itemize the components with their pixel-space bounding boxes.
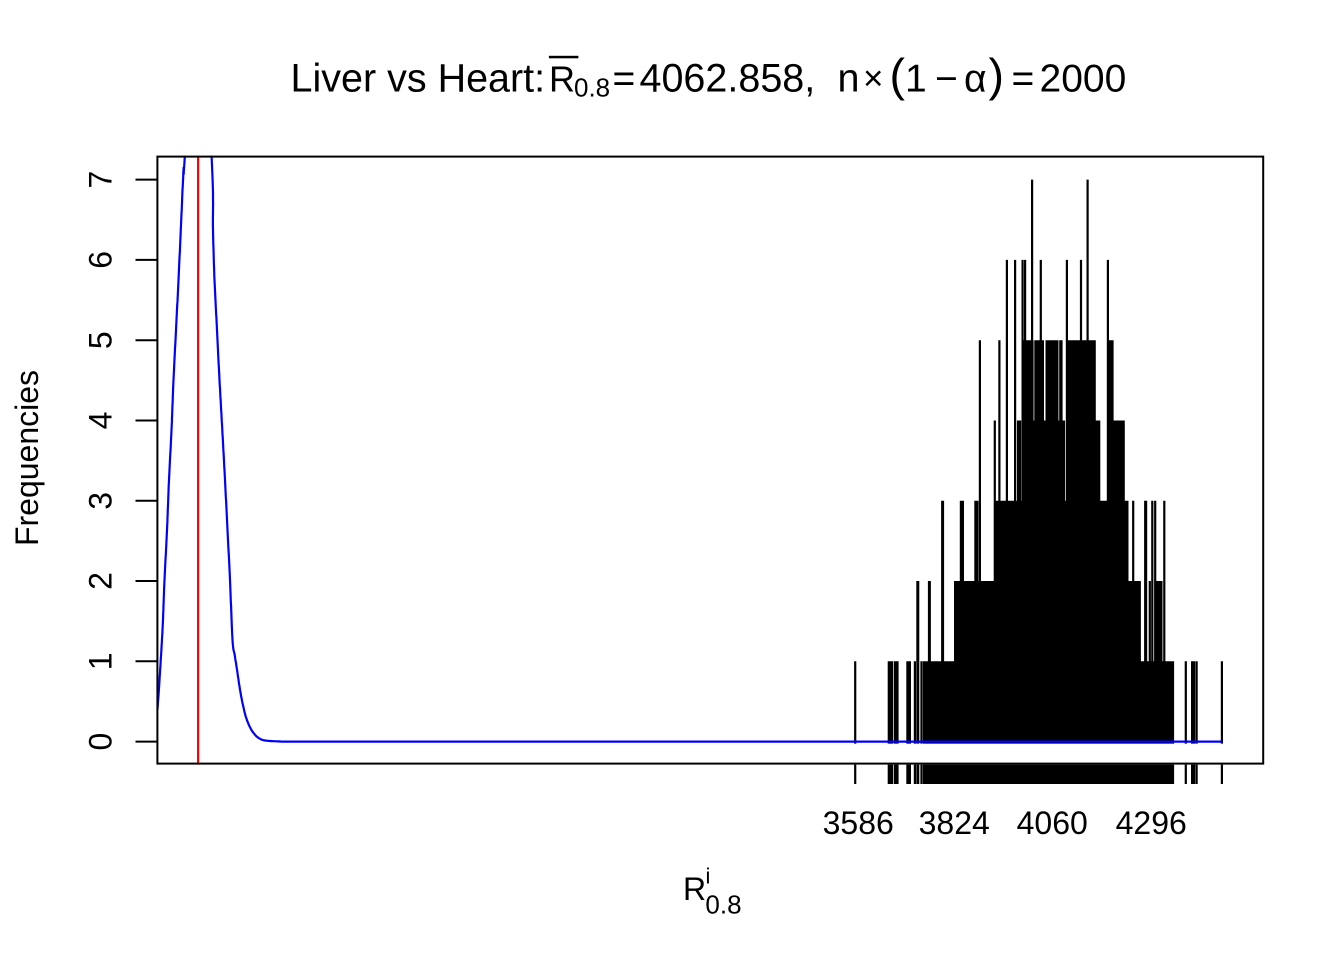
svg-text:7: 7 (83, 171, 119, 189)
svg-text:6: 6 (83, 251, 119, 269)
svg-text:0.8: 0.8 (705, 890, 741, 920)
svg-text:4296: 4296 (1116, 805, 1187, 841)
svg-text:=: = (613, 58, 636, 101)
svg-text:2: 2 (83, 572, 119, 590)
svg-text:0.8: 0.8 (574, 72, 610, 102)
svg-text:×: × (863, 59, 883, 98)
svg-text:5: 5 (83, 331, 119, 349)
svg-text:4062.858,: 4062.858, (640, 57, 816, 101)
svg-text:=: = (1012, 58, 1035, 101)
svg-text:4: 4 (83, 412, 119, 430)
svg-text:α: α (964, 58, 987, 101)
svg-text:(: ( (890, 49, 906, 101)
svg-text:R: R (549, 59, 575, 100)
svg-text:−: − (935, 58, 958, 101)
svg-text:i: i (706, 864, 711, 889)
svg-text:1: 1 (905, 58, 927, 101)
svg-text:Frequencies: Frequencies (9, 370, 45, 546)
svg-text:3824: 3824 (919, 805, 990, 841)
svg-text:): ) (989, 49, 1005, 101)
svg-text:3: 3 (83, 492, 119, 510)
svg-text:1: 1 (83, 652, 119, 670)
svg-text:Liver vs Heart:: Liver vs Heart: (291, 57, 546, 101)
svg-text:R: R (683, 871, 706, 907)
svg-text:0: 0 (83, 733, 119, 751)
svg-text:n: n (838, 57, 860, 101)
svg-text:2000: 2000 (1040, 58, 1127, 101)
svg-text:3586: 3586 (823, 805, 894, 841)
svg-text:4060: 4060 (1017, 805, 1088, 841)
